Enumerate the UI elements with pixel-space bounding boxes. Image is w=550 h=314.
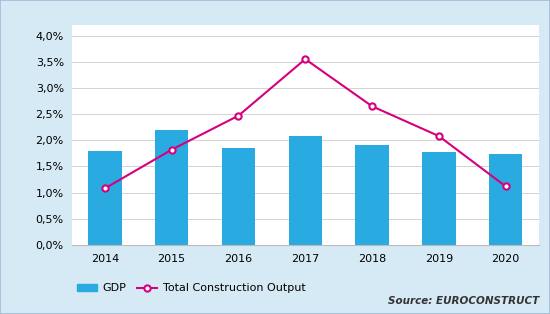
Text: Source: EUROCONSTRUCT: Source: EUROCONSTRUCT (388, 296, 539, 306)
Bar (355, 145, 389, 245)
Bar (88, 151, 122, 245)
Bar (422, 152, 455, 245)
Bar (155, 130, 188, 245)
Bar (222, 148, 255, 245)
Legend: GDP, Total Construction Output: GDP, Total Construction Output (73, 279, 310, 298)
Bar (289, 136, 322, 245)
Bar (489, 154, 522, 245)
